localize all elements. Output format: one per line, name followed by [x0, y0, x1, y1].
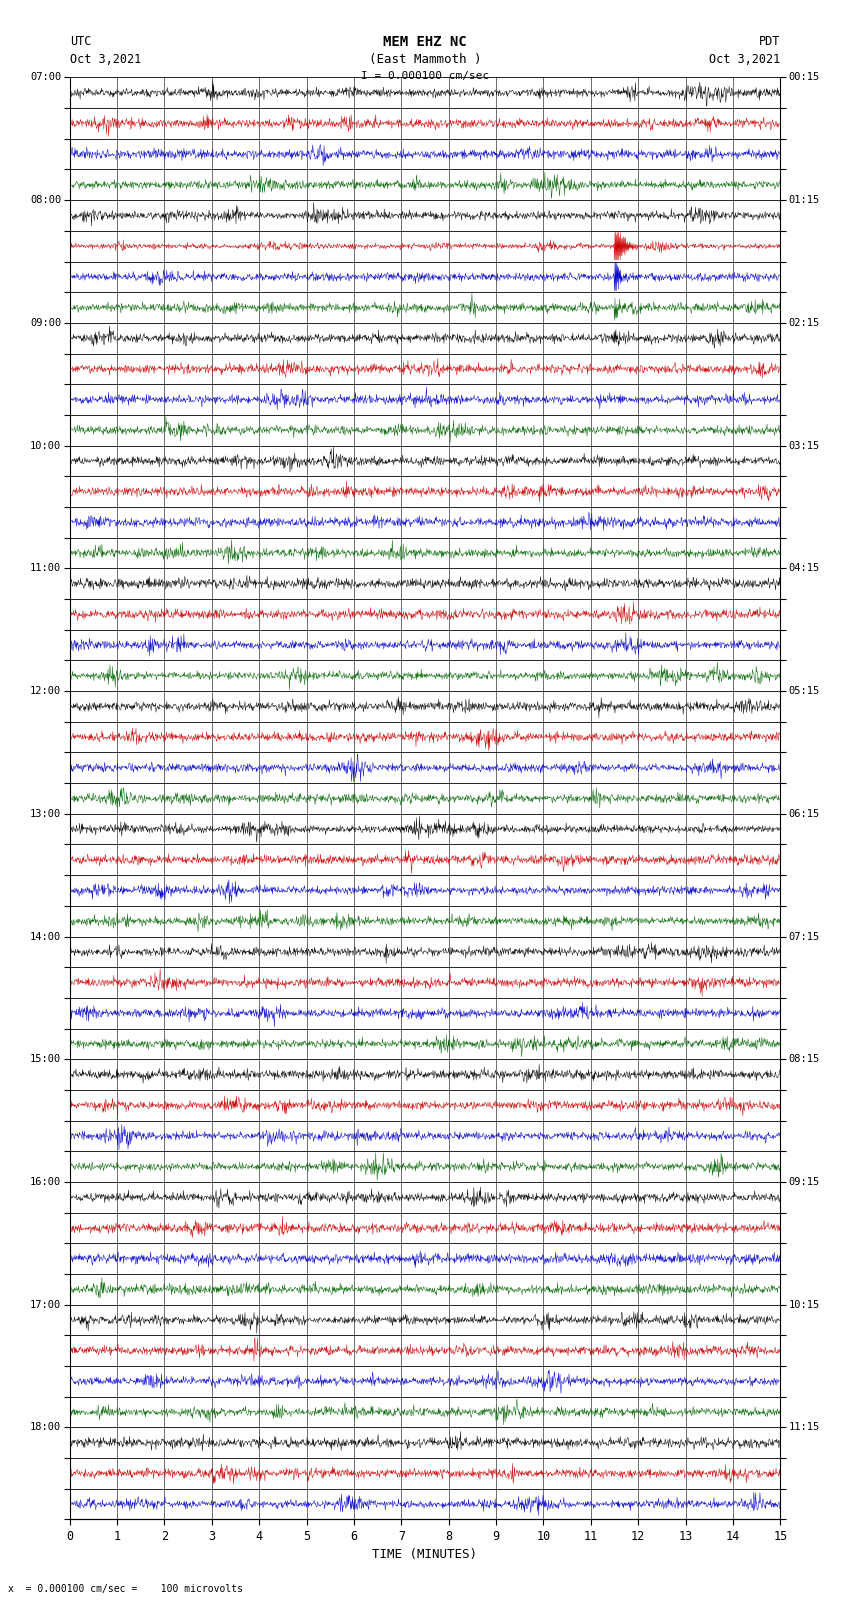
Text: MEM EHZ NC: MEM EHZ NC — [383, 35, 467, 50]
Text: Oct 3,2021: Oct 3,2021 — [70, 53, 141, 66]
Text: (East Mammoth ): (East Mammoth ) — [369, 53, 481, 66]
X-axis label: TIME (MINUTES): TIME (MINUTES) — [372, 1548, 478, 1561]
Text: I = 0.000100 cm/sec: I = 0.000100 cm/sec — [361, 71, 489, 81]
Text: UTC: UTC — [70, 35, 91, 48]
Text: Oct 3,2021: Oct 3,2021 — [709, 53, 780, 66]
Text: x  = 0.000100 cm/sec =    100 microvolts: x = 0.000100 cm/sec = 100 microvolts — [8, 1584, 243, 1594]
Text: PDT: PDT — [759, 35, 780, 48]
